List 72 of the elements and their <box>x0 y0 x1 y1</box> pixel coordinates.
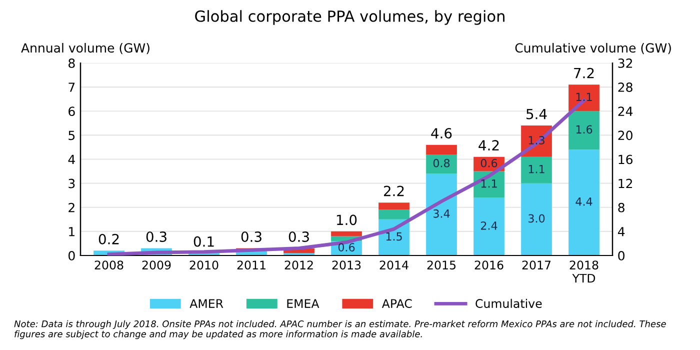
x-tick-label: 2014 <box>380 260 408 270</box>
y2-tick-label: 32 <box>618 58 632 68</box>
y-tick-label: 4 <box>68 154 75 164</box>
bar <box>426 174 457 256</box>
bar <box>331 231 362 236</box>
y-tick-label: 7 <box>68 82 75 92</box>
bar <box>568 111 600 150</box>
legend-label: AMER <box>190 299 224 308</box>
x-tick-label: 2018 YTD <box>570 260 598 283</box>
total-label: 0.3 <box>146 231 166 242</box>
y2-axis-title: Cumulative volume (GW) <box>515 42 671 54</box>
x-tick-label: 2009 <box>142 260 171 270</box>
bar <box>474 198 504 256</box>
legend-label: APAC <box>382 299 412 308</box>
legend-label: EMEA <box>287 299 320 308</box>
y-tick-label: 6 <box>68 106 75 116</box>
bar <box>426 154 457 174</box>
total-label: 1.0 <box>336 214 357 226</box>
x-tick-label: 2017 <box>522 260 551 270</box>
bar <box>521 156 552 184</box>
data-label: 1.1 <box>481 179 497 188</box>
legend-label: Cumulative <box>476 298 542 308</box>
data-label: 0.8 <box>433 158 450 168</box>
total-label: 2.2 <box>384 186 404 196</box>
data-label: 3.0 <box>528 214 545 223</box>
bar <box>426 144 457 154</box>
total-label: 4.6 <box>431 128 452 139</box>
x-tick-label: 2012 <box>284 260 313 270</box>
bar <box>378 210 410 220</box>
total-label: 0.3 <box>288 231 309 242</box>
data-label: 1.6 <box>576 125 592 134</box>
y-tick-label: 8 <box>68 58 75 68</box>
x-tick-label: 2015 <box>427 260 456 270</box>
data-label: 2.4 <box>480 221 498 230</box>
total-label: 0.3 <box>241 231 262 242</box>
y-tick-label: 0 <box>68 250 75 260</box>
chart-title: Global corporate PPA volumes, by region <box>195 10 504 25</box>
data-label: 1.1 <box>528 165 544 174</box>
bar <box>568 84 600 112</box>
x-tick-label: 2013 <box>332 260 361 270</box>
bar <box>521 183 552 256</box>
total-label: 4.2 <box>478 140 499 150</box>
x-tick-label: 2011 <box>237 260 266 270</box>
data-label: 4.4 <box>576 198 592 206</box>
total-label: 5.4 <box>526 108 547 120</box>
y2-tick-label: 0 <box>618 250 624 260</box>
total-label: 7.2 <box>574 68 594 78</box>
data-label: 0.6 <box>480 158 498 168</box>
y2-tick-label: 20 <box>618 130 632 140</box>
y-tick-label: 5 <box>68 130 75 140</box>
x-tick-label: 2016 <box>474 260 504 270</box>
y2-tick-label: 8 <box>618 202 624 212</box>
x-tick-label: 2008 <box>94 260 124 270</box>
y-tick-label: 1 <box>69 227 74 236</box>
total-label: 0.1 <box>194 236 214 247</box>
text: Note: Data is through July 2018. Onsite PPAs not included. APAC number is an estimate. Pre-market reform Mexico PPAs are not included. These figures are subject to change and may be updated as more information is made available. <box>14 320 666 340</box>
y2-tick-label: 4 <box>618 227 625 236</box>
bar <box>378 202 410 210</box>
y2-tick-label: 24 <box>618 106 633 116</box>
bar <box>568 150 600 256</box>
x-tick-label: 2010 <box>190 260 218 270</box>
data-label: 3.4 <box>434 209 450 218</box>
y-tick-label: 3 <box>68 178 75 188</box>
data-label: 0.6 <box>338 243 355 252</box>
y2-tick-label: 12 <box>618 178 632 188</box>
y2-tick-label: 16 <box>618 154 632 164</box>
total-label: 0.2 <box>98 234 119 244</box>
y-tick-label: 2 <box>68 202 74 212</box>
y2-tick-label: 28 <box>618 82 632 92</box>
y-axis-title: Annual volume (GW) <box>21 42 150 54</box>
data-label: 1.5 <box>386 232 402 241</box>
data-label: 1.1 <box>576 92 592 101</box>
